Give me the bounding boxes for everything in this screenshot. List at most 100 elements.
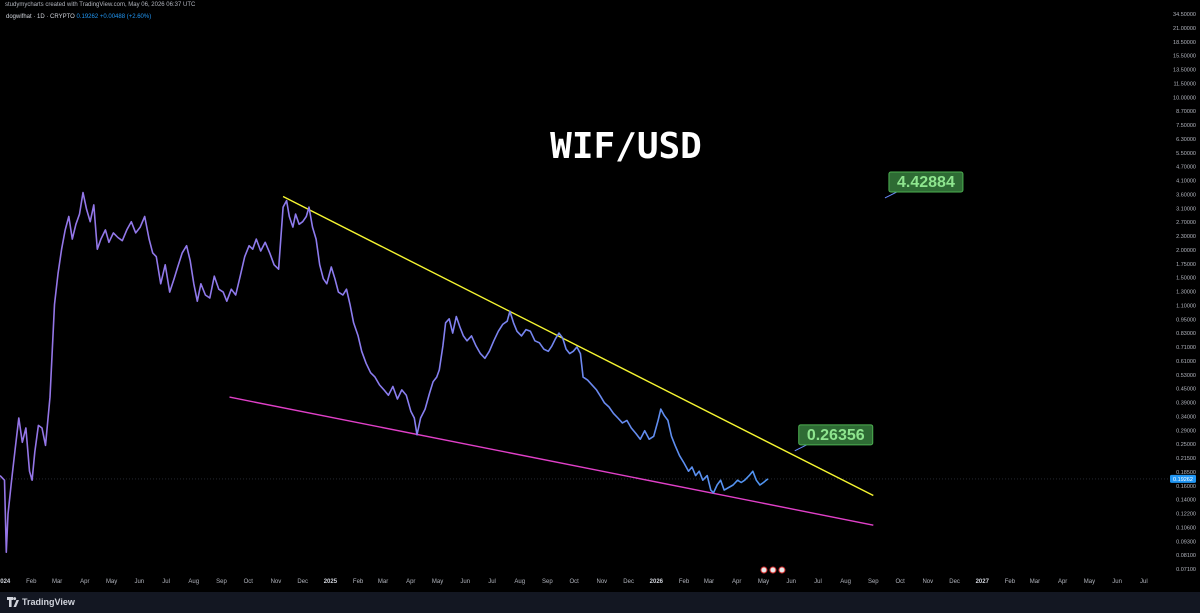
y-tick-label: 0.29000 <box>1176 428 1196 434</box>
y-tick-label: 0.07100 <box>1176 567 1196 573</box>
x-tick-label: Aug <box>188 579 199 585</box>
x-tick-label: Nov <box>597 579 608 585</box>
x-tick-label: Apr <box>1058 579 1067 585</box>
y-tick-label: 0.45000 <box>1176 387 1196 393</box>
y-tick-label: 0.09300 <box>1176 539 1196 545</box>
x-tick-label: Oct <box>895 579 905 585</box>
y-tick-label: 6.30000 <box>1176 137 1196 143</box>
x-tick-label: 2024 <box>0 579 11 585</box>
y-tick-label: 0.95000 <box>1176 317 1196 323</box>
y-tick-label: 3.60000 <box>1176 192 1196 198</box>
y-tick-label: 34.50000 <box>1173 12 1196 18</box>
y-tick-label: 0.12200 <box>1176 512 1196 518</box>
x-tick-label: Sep <box>216 579 227 585</box>
x-tick-label: May <box>1084 579 1095 585</box>
y-tick-label: 1.50000 <box>1176 276 1196 282</box>
x-tick-label: Oct <box>244 579 254 585</box>
y-tick-label: 2.30000 <box>1176 234 1196 240</box>
y-tick-label: 4.70000 <box>1176 165 1196 171</box>
y-tick-label: 0.71000 <box>1176 345 1196 351</box>
callout-value: 4.42884 <box>897 174 955 191</box>
x-tick-label: Jul <box>814 579 822 585</box>
x-tick-label: Apr <box>406 579 415 585</box>
x-tick-label: Jun <box>786 579 796 585</box>
x-tick-label: Dec <box>623 579 634 585</box>
chart-title: WIF/USD <box>550 126 702 167</box>
x-tick-label: Jul <box>488 579 496 585</box>
y-tick-label: 1.10000 <box>1176 303 1196 309</box>
y-tick-label: 11.50000 <box>1173 81 1196 87</box>
y-tick-label: 2.00000 <box>1176 248 1196 254</box>
x-tick-label: Dec <box>297 579 308 585</box>
x-tick-label: Nov <box>922 579 933 585</box>
x-tick-label: Feb <box>679 579 690 585</box>
y-tick-label: 15.50000 <box>1173 54 1196 60</box>
x-tick-label: Jun <box>460 579 470 585</box>
x-tick-label: 2026 <box>650 579 664 585</box>
x-tick-label: Dec <box>949 579 960 585</box>
callout-box <box>798 424 874 446</box>
symbol-name: dogwifhat · 1D · CRYPTO <box>6 14 75 20</box>
y-tick-label: 18.50000 <box>1173 40 1196 46</box>
y-tick-label: 7.50000 <box>1176 123 1196 129</box>
x-tick-label: Jul <box>162 579 170 585</box>
y-tick-label: 0.18500 <box>1176 470 1196 476</box>
x-tick-label: Jun <box>1112 579 1122 585</box>
x-tick-label: Feb <box>353 579 364 585</box>
y-tick-label: 5.50000 <box>1176 151 1196 157</box>
y-tick-label: 21.00000 <box>1173 26 1196 32</box>
y-tick-label: 0.21500 <box>1176 456 1196 462</box>
footer-bar: TradingView <box>0 592 1200 613</box>
y-tick-label: 0.61000 <box>1176 359 1196 365</box>
x-tick-label: Mar <box>1030 579 1040 585</box>
x-tick-label: Sep <box>542 579 553 585</box>
y-tick-label: 3.10000 <box>1176 206 1196 212</box>
symbol-change: +0.00488 (+2.60%) <box>99 14 152 20</box>
y-tick-label: 10.00000 <box>1173 95 1196 101</box>
callout-pointer <box>884 191 898 199</box>
y-tick-label: 0.10600 <box>1176 525 1196 531</box>
y-tick-label: 0.25000 <box>1176 442 1196 448</box>
resistance-trendline <box>282 195 874 497</box>
symbol-line: dogwifhat · 1D · CRYPTO 0.19262 +0.00488… <box>6 13 151 21</box>
y-tick-label: 0.53000 <box>1176 373 1196 379</box>
x-tick-label: Aug <box>840 579 851 585</box>
y-tick-label: 0.39000 <box>1176 401 1196 407</box>
x-tick-label: Feb <box>26 579 37 585</box>
x-tick-label: Sep <box>868 579 879 585</box>
y-tick-label: 1.30000 <box>1176 290 1196 296</box>
x-tick-label: 2027 <box>976 579 990 585</box>
x-tick-label: Apr <box>80 579 89 585</box>
y-tick-label: 8.70000 <box>1176 109 1196 115</box>
tradingview-brand: TradingView <box>22 597 75 607</box>
y-tick-label: 0.34000 <box>1176 414 1196 420</box>
x-tick-label: Mar <box>52 579 62 585</box>
x-tick-label: Oct <box>570 579 580 585</box>
x-tick-label: May <box>758 579 769 585</box>
y-tick-label: 0.14000 <box>1176 498 1196 504</box>
y-tick-label: 0.08100 <box>1176 553 1196 559</box>
attribution-bar: studymycharts created with TradingView.c… <box>0 0 1200 11</box>
x-tick-label: Mar <box>704 579 714 585</box>
x-tick-label: Jul <box>1140 579 1148 585</box>
x-tick-label: Nov <box>271 579 282 585</box>
symbol-price: 0.19262 <box>76 14 99 20</box>
event-marker-icon <box>778 566 786 574</box>
y-tick-label: 13.50000 <box>1173 68 1196 74</box>
tradingview-logo-icon <box>7 597 19 607</box>
attribution-text: studymycharts created with TradingView.c… <box>5 2 196 8</box>
event-marker-icon <box>760 566 768 574</box>
price-series-line <box>0 191 769 553</box>
callout-value: 0.26356 <box>807 427 865 444</box>
x-tick-label: May <box>106 579 117 585</box>
x-tick-label: May <box>432 579 443 585</box>
y-tick-label: 0.16000 <box>1176 484 1196 490</box>
x-tick-label: Mar <box>378 579 388 585</box>
price-chart[interactable]: 34.50000 21.00000 18.50000 15.50000 13.50000… <box>0 0 1200 592</box>
current-price-label: 0.19262 <box>1173 477 1193 483</box>
callout-pointer <box>794 444 807 452</box>
support-trendline <box>229 396 874 526</box>
x-tick-label: Apr <box>732 579 741 585</box>
event-marker-icon <box>769 566 777 574</box>
current-price-tag <box>1170 474 1196 483</box>
